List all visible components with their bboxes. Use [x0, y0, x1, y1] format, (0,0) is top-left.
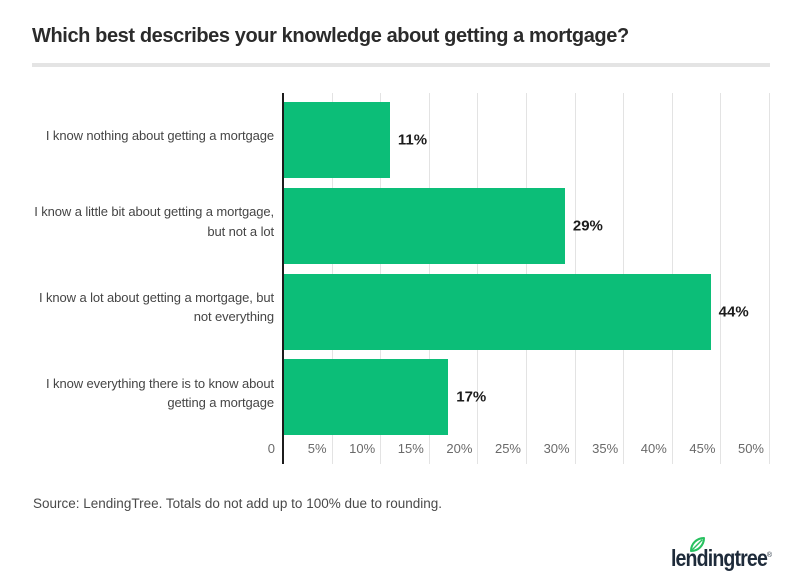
- bar-row: 44%: [283, 265, 769, 351]
- category-labels: I know nothing about getting a mortgage I…: [0, 93, 274, 436]
- bar-chart: I know nothing about getting a mortgage I…: [0, 93, 800, 464]
- x-tick-label: 15%: [397, 441, 424, 456]
- source-note: Source: LendingTree. Totals do not add u…: [33, 496, 443, 511]
- x-tick-label: 5%: [307, 441, 327, 456]
- bar: 17%: [283, 359, 486, 436]
- x-tick-label: 50%: [737, 441, 764, 456]
- category-label: I know a lot about getting a mortgage, b…: [38, 289, 274, 325]
- bar-value-label: 29%: [572, 217, 603, 235]
- bar: 29%: [283, 187, 603, 264]
- bars: 11% 29% 44% 17%: [283, 93, 769, 436]
- category-label: I know a little bit about getting a mort…: [34, 204, 274, 239]
- lendingtree-logo: lendingtree ®: [654, 536, 772, 574]
- y-axis-line: [282, 93, 284, 464]
- x-tick-label: 20%: [446, 441, 473, 456]
- x-tick-label: 0: [267, 441, 275, 456]
- gridline: [769, 93, 770, 464]
- category-label: I know nothing about getting a mortgage: [45, 128, 274, 144]
- title-divider: [32, 63, 770, 67]
- bar-row: 11%: [283, 93, 769, 179]
- bar-value-label: 44%: [718, 303, 749, 320]
- x-tick-label: 35%: [592, 441, 619, 456]
- x-tick-label: 40%: [640, 441, 667, 456]
- x-tick-label: 25%: [494, 441, 521, 456]
- x-tick-label: 10%: [349, 441, 376, 456]
- bar: 11%: [283, 102, 427, 178]
- bar-value-label: 11%: [397, 131, 428, 149]
- registered-mark: ®: [766, 552, 772, 559]
- x-tick-label: 45%: [689, 441, 716, 456]
- gridline: [720, 93, 722, 464]
- x-tick-label: 30%: [543, 441, 570, 456]
- bar-row: 17%: [283, 350, 769, 436]
- bar: 44%: [283, 273, 749, 350]
- chart-title: Which best describes your knowledge abou…: [32, 25, 629, 47]
- plot-area: 11% 29% 44% 17% 0 5% 10% 15% 20% 25% 30% 35% 40% 45%…: [268, 93, 770, 464]
- bar-value-label: 17%: [456, 388, 487, 406]
- category-label: I know everything there is to know about…: [46, 375, 274, 411]
- logo-wordmark: lendingtree: [670, 545, 768, 571]
- leaf-icon: [689, 536, 705, 553]
- bar-row: 29%: [283, 179, 769, 265]
